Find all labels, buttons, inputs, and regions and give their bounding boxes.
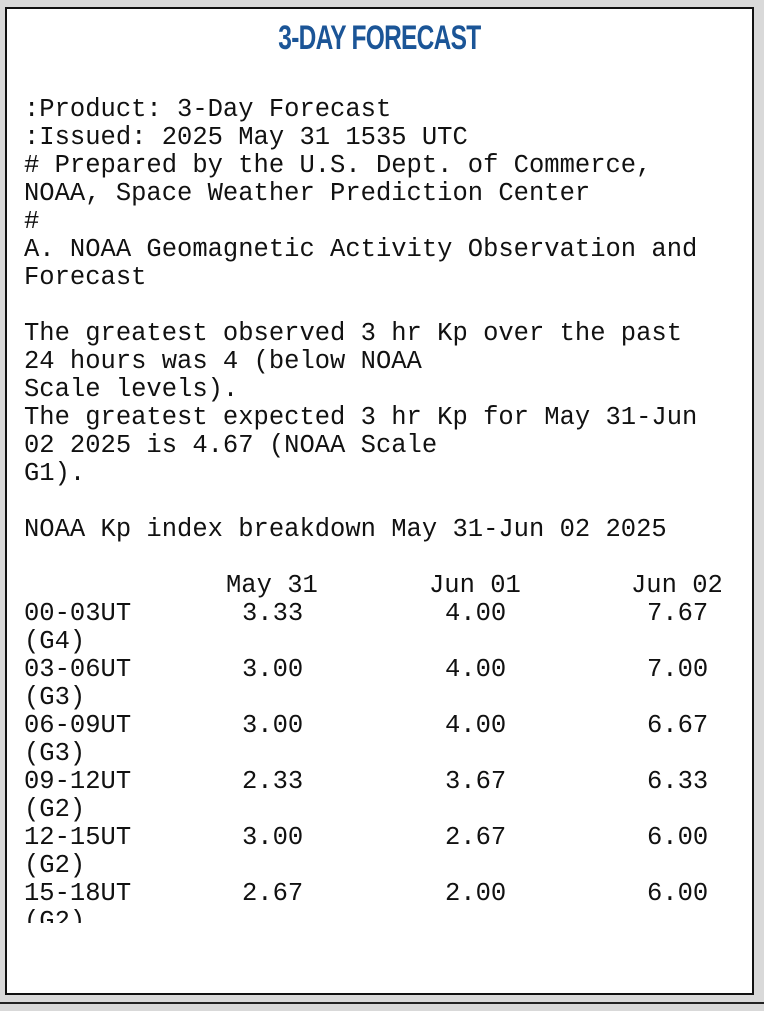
table-row: 12-15UT 3.00 2.67 6.00 [24,824,749,852]
table-row-note: (G3) [24,740,749,768]
row-label: 03-06UT [24,655,132,684]
kp-value: 4.00 [445,655,507,684]
text-line: G1). [24,459,86,488]
table-row-note: (G3) [24,684,749,712]
table-row-note: (G2) [24,852,749,880]
paragraph: NOAA Kp index breakdown May 31-Jun 02 20… [24,516,749,544]
kp-value: 3.67 [445,767,507,796]
paragraph: The greatest observed 3 hr Kp over the p… [24,320,749,488]
scale-note: (G3) [24,739,86,768]
kp-value: 2.00 [445,879,507,908]
kp-value: 6.00 [647,823,709,852]
table-row: 06-09UT 3.00 4.00 6.67 [24,712,749,740]
kp-value: 6.67 [647,711,709,740]
kp-value: 3.33 [242,599,304,628]
text-line: NOAA, Space Weather Prediction Center [24,179,591,208]
column-header: Jun 01 [429,571,521,600]
text-line: 24 hours was 4 (below NOAA [24,347,422,376]
kp-value: 3.00 [242,711,304,740]
table-row: 09-12UT 2.33 3.67 6.33 [24,768,749,796]
table-row-note: (G4) [24,628,749,656]
scale-note: (G2) [24,851,86,880]
kp-value: 2.33 [242,767,304,796]
row-label: 06-09UT [24,711,132,740]
kp-value: 2.67 [445,823,507,852]
scale-note: (G2) [24,907,86,924]
text-line: # [24,207,40,236]
table-header: May 31 Jun 01 Jun 02 [24,572,749,600]
text-line: A. NOAA Geomagnetic Activity Observation… [24,235,698,264]
kp-value: 3.00 [242,823,304,852]
text-line: :Issued: 2025 May 31 1535 UTC [24,123,468,152]
kp-value: 4.00 [445,711,507,740]
row-label: 15-18UT [24,879,132,908]
row-label: 00-03UT [24,599,132,628]
kp-value: 7.00 [647,655,709,684]
kp-value: 7.67 [647,599,709,628]
kp-value: 2.67 [242,879,304,908]
scale-note: (G4) [24,627,86,656]
table-row: 00-03UT 3.33 4.00 7.67 [24,600,749,628]
title: 3-DAY FORECAST [7,19,752,58]
text-line: :Product: 3-Day Forecast [24,96,392,124]
scale-note: (G2) [24,795,86,824]
table-row: 15-18UT 2.67 2.00 6.00 [24,880,749,908]
kp-value: 3.00 [242,655,304,684]
forecast-text: :Product: 3-Day Forecast:Issued: 2025 Ma… [24,96,749,923]
text-line: # Prepared by the U.S. Dept. of Commerce… [24,151,652,180]
table-row-note: (G2) [24,796,749,824]
kp-value: 4.00 [445,599,507,628]
kp-value: 6.33 [647,767,709,796]
forecast-panel: 3-DAY FORECAST :Product: 3-Day Forecast:… [5,7,754,995]
table-row-note: (G2) [24,907,749,924]
table-row: 03-06UT 3.00 4.00 7.00 [24,656,749,684]
title-text: 3-DAY FORECAST [278,19,481,57]
scale-note: (G3) [24,683,86,712]
text-line: The greatest expected 3 hr Kp for May 31… [24,403,698,432]
row-label: 12-15UT [24,823,132,852]
column-header: Jun 02 [631,571,723,600]
text-line: 02 2025 is 4.67 (NOAA Scale [24,431,438,460]
text-line: The greatest observed 3 hr Kp over the p… [24,319,683,348]
text-line: Forecast [24,263,147,292]
row-label: 09-12UT [24,767,132,796]
text-line: NOAA Kp index breakdown May 31-Jun 02 20… [24,515,667,544]
paragraph: :Product: 3-Day Forecast:Issued: 2025 Ma… [24,96,749,292]
text-line: Scale levels). [24,375,239,404]
column-header: May 31 [226,571,318,600]
divider [0,1002,764,1004]
kp-value: 6.00 [647,879,709,908]
